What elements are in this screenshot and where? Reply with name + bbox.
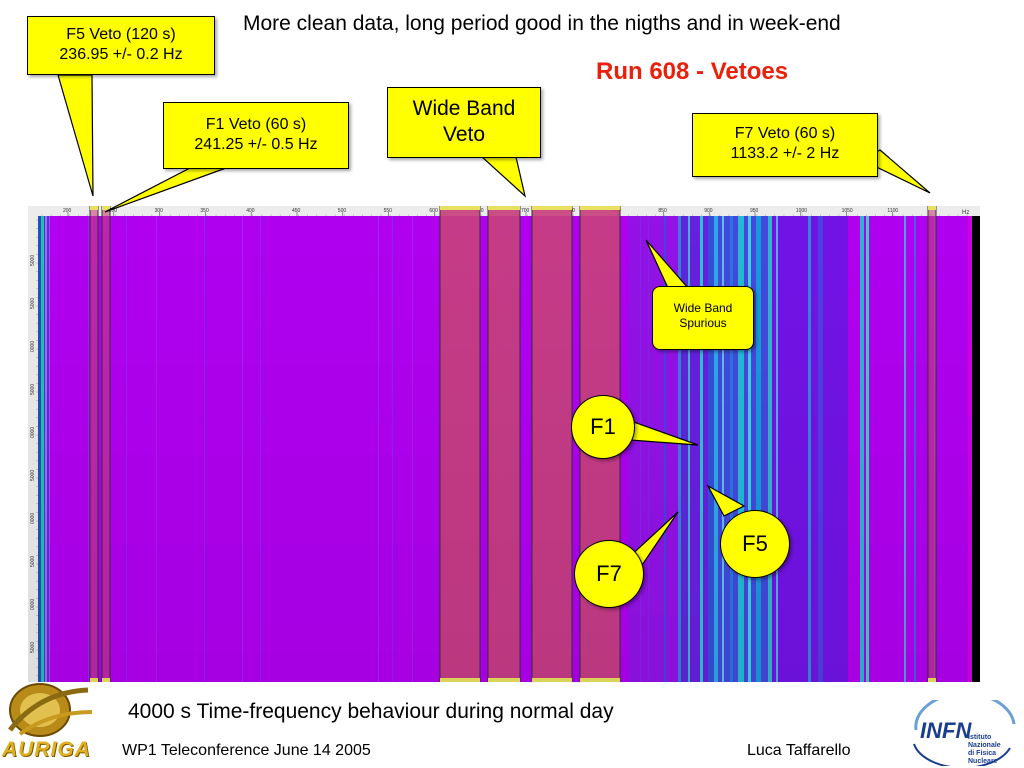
wide-band-veto-pointer — [480, 156, 527, 198]
infn-subtitle-line2: di Fisica Nucleare — [968, 750, 998, 765]
f1-bubble: F1 — [571, 395, 635, 459]
slide-title: More clean data, long period good in the… — [243, 12, 841, 35]
f7-bubble: F7 — [574, 540, 644, 608]
spectrogram: 2002503003504004505005506006507007508008… — [28, 206, 980, 682]
auriga-wordmark: AURIGA — [2, 738, 91, 761]
x-axis-unit: Hz — [962, 210, 969, 216]
f5-veto-line1: F5 Veto (120 s) — [66, 26, 176, 43]
spectrogram-plot: 2002503003504004505005506006507007508008… — [28, 206, 980, 682]
f5-veto-pointer — [57, 74, 94, 197]
wide-band-spurious-callout: Wide Band Spurious — [652, 286, 754, 350]
f7-veto-line1: F7 Veto (60 s) — [734, 125, 836, 142]
f5-veto-line2: 236.95 +/- 0.2 Hz — [59, 46, 183, 63]
figure-caption: 4000 s Time-frequency behaviour during n… — [128, 700, 614, 723]
f5-veto-callout: F5 Veto (120 s) 236.95 +/- 0.2 Hz — [27, 16, 215, 75]
f7-veto-line2: 1133.2 +/- 2 Hz — [730, 145, 840, 162]
infn-emblem — [913, 700, 1016, 766]
infn-logo: INFN Istituto Nazionale di Fisica Nuclea… — [910, 700, 1020, 766]
auriga-emblem — [8, 683, 93, 737]
infn-subtitle-line1: Istituto Nazionale — [968, 734, 1001, 749]
wide-band-veto-callout: Wide Band Veto — [387, 87, 541, 158]
wide-band-veto-line1: Wide Band — [412, 97, 516, 120]
f7-veto-callout: F7 Veto (60 s) 1133.2 +/- 2 Hz — [692, 113, 878, 177]
infn-wordmark: INFN — [920, 718, 972, 743]
wide-band-spurious-line2: Spurious — [679, 316, 727, 330]
auriga-logo: AURIGA — [0, 672, 100, 768]
wide-band-spurious-line1: Wide Band — [673, 301, 733, 315]
slide-subtitle: Run 608 - Vetoes — [596, 58, 789, 85]
f1-veto-line1: F1 Veto (60 s) — [205, 116, 307, 133]
f1-veto-line2: 241.25 +/- 0.5 Hz — [194, 136, 318, 153]
footer-event: WP1 Teleconference June 14 2005 — [122, 742, 371, 759]
shade — [28, 206, 980, 682]
wide-band-veto-line2: Veto — [442, 123, 486, 146]
f1-veto-callout: F1 Veto (60 s) 241.25 +/- 0.5 Hz — [163, 102, 349, 169]
infn-subtitle: Istituto Nazionale di Fisica Nucleare — [968, 734, 1020, 766]
footer-author: Luca Taffarello — [747, 742, 851, 759]
f5-bubble: F5 — [720, 510, 790, 578]
